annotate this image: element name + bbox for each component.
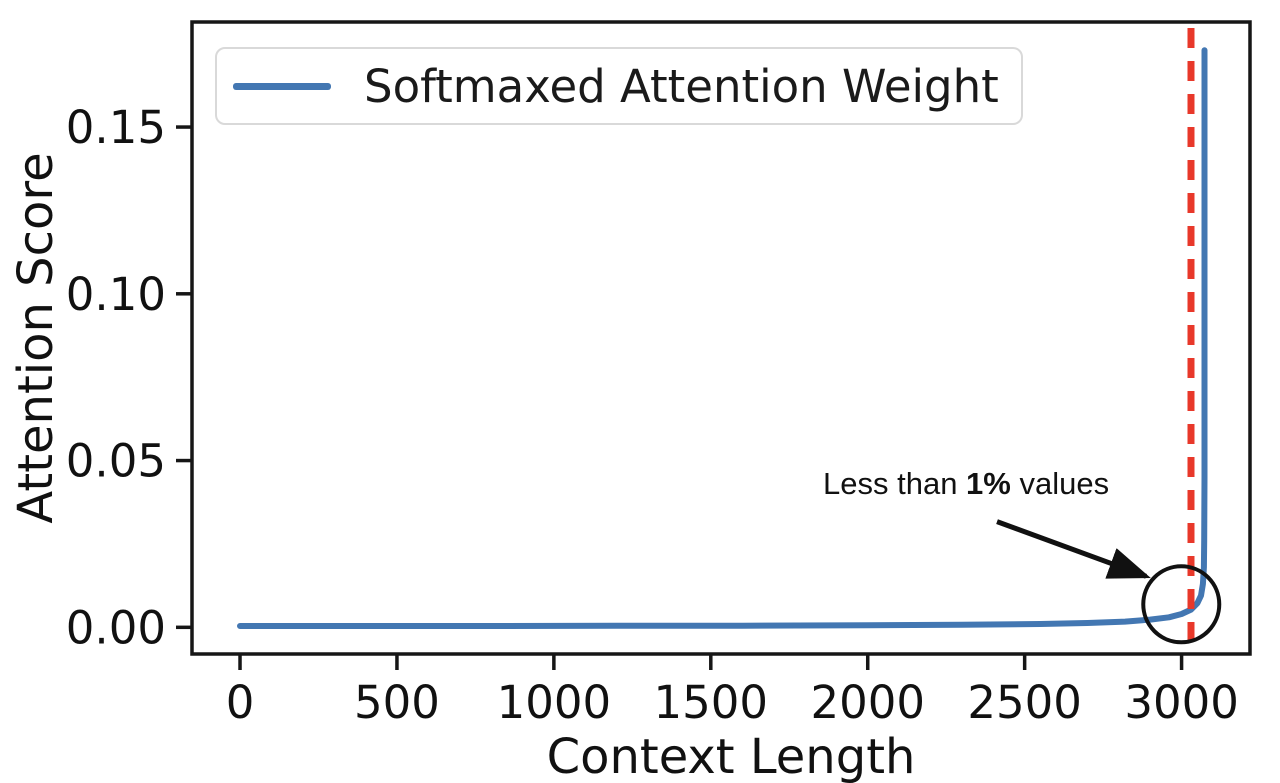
annotation-arrow <box>996 519 1151 579</box>
x-axis-label: Context Length <box>546 729 916 783</box>
annotation-suffix: values <box>1010 466 1110 501</box>
annotation-prefix: Less than <box>823 466 967 501</box>
y-axis-label: Attention Score <box>8 152 64 524</box>
x-tick-label-1000: 1000 <box>497 676 612 729</box>
y-tick-label-0.15: 0.15 <box>66 101 166 154</box>
x-tick-label-2000: 2000 <box>810 676 925 729</box>
x-tick-label-1500: 1500 <box>654 676 769 729</box>
highlight-circle <box>1141 564 1222 645</box>
annotation-text: Less than 1% values <box>823 466 1109 502</box>
legend: Softmaxed Attention Weight <box>215 47 1023 125</box>
y-tick-label-0.05: 0.05 <box>66 435 166 488</box>
y-tick-label-0.1: 0.10 <box>66 268 166 321</box>
x-tick-label-0: 0 <box>226 676 255 729</box>
series-line <box>237 47 1208 629</box>
plot-border <box>190 20 1252 656</box>
y-tick-label-0: 0.00 <box>66 601 166 654</box>
x-tick-label-2500: 2500 <box>967 676 1082 729</box>
x-tick-label-500: 500 <box>354 676 440 729</box>
legend-label: Softmaxed Attention Weight <box>364 59 999 113</box>
x-tick-label-3000: 3000 <box>1124 676 1239 729</box>
annotation-bold: 1% <box>966 466 1011 501</box>
legend-line-sample <box>233 82 331 90</box>
